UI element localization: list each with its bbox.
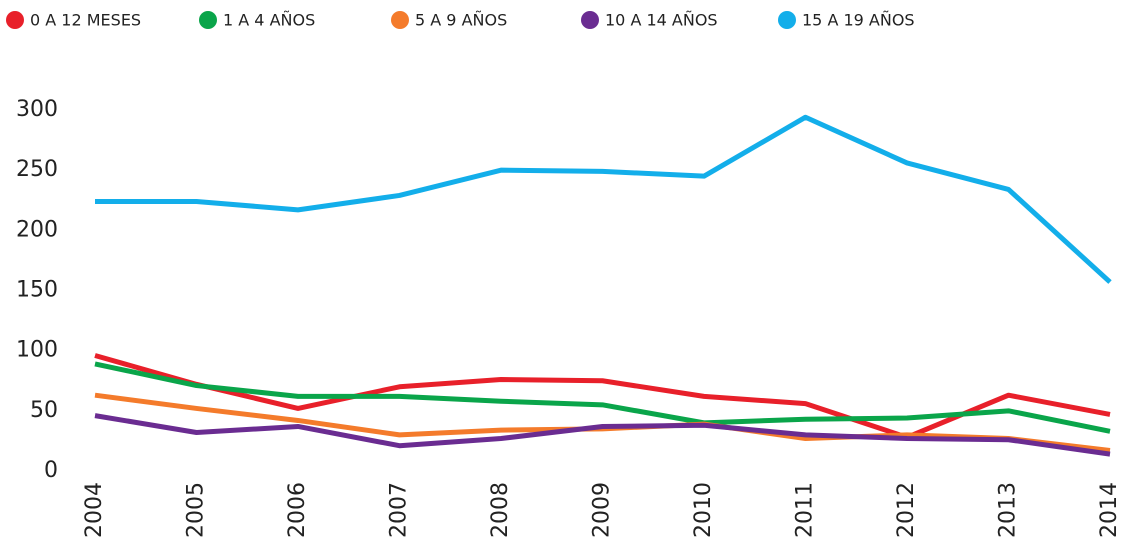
- series-line: [94, 361, 1111, 434]
- y-tick-label: 200: [16, 217, 58, 242]
- x-tick-label: 2007: [387, 482, 412, 538]
- y-tick-label: 100: [16, 338, 58, 363]
- x-tick-label: 2008: [488, 482, 513, 538]
- y-tick-label: 150: [16, 278, 58, 303]
- legend-swatch: [778, 11, 796, 29]
- x-tick-label: 2004: [82, 482, 107, 538]
- series-line: [94, 413, 1111, 457]
- y-tick-label: 0: [44, 458, 58, 483]
- x-tick-label: 2010: [691, 482, 716, 538]
- x-tick-label: 2009: [590, 482, 615, 538]
- x-tick-label: 2005: [184, 482, 209, 538]
- legend-label: 0 A 12 MESES: [30, 11, 141, 30]
- legend-swatch: [581, 11, 599, 29]
- legend-label: 10 A 14 AÑOS: [605, 11, 718, 30]
- legend-swatch: [199, 11, 217, 29]
- y-tick-label: 300: [16, 97, 58, 122]
- series-line: [95, 114, 1112, 284]
- y-tick-label: 50: [30, 398, 58, 423]
- x-tick-label: 2012: [894, 482, 919, 538]
- legend-label: 5 A 9 AÑOS: [415, 11, 507, 30]
- legend-swatch: [6, 11, 24, 29]
- x-tick-label: 2014: [1097, 482, 1122, 538]
- x-tick-label: 2013: [996, 482, 1021, 538]
- legend-label: 15 A 19 AÑOS: [802, 11, 915, 30]
- x-tick-label: 2011: [793, 482, 818, 538]
- series-line: [94, 353, 1111, 440]
- y-tick-label: 250: [16, 157, 58, 182]
- x-tick-label: 2006: [285, 482, 310, 538]
- legend-label: 1 A 4 AÑOS: [223, 11, 315, 30]
- legend-swatch: [391, 11, 409, 29]
